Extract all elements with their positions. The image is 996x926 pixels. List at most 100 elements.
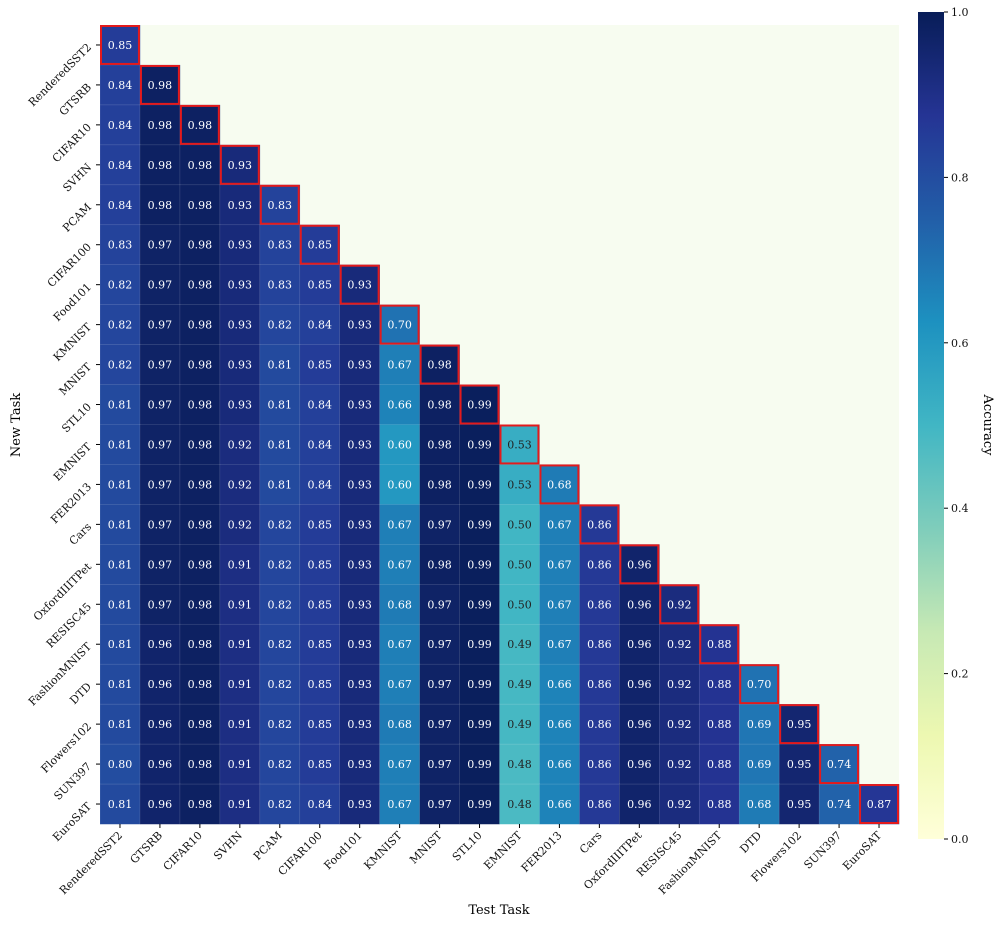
heatmap-cell [698,623,740,665]
heatmap-cell [299,703,341,745]
heatmap-cell [619,623,660,665]
cell-value-label: 0.86 [587,558,612,571]
cell-value-label: 0.85 [307,678,332,691]
cell-value-label: 0.81 [268,359,293,372]
cell-value-label: 0.81 [268,438,293,451]
cell-value-label: 0.83 [108,239,133,252]
cell-value-label: 0.99 [467,798,492,811]
cell-value-label: 0.98 [427,359,452,372]
cell-value-label: 0.97 [427,718,452,731]
cell-value-label: 0.99 [467,478,492,491]
cell-value-label: 0.69 [747,758,772,771]
cell-value-label: 0.99 [467,758,492,771]
heatmap-cell [299,504,341,545]
cell-value-label: 0.93 [228,399,253,412]
heatmap-cell [698,703,740,745]
cell-value-label: 0.69 [747,718,772,731]
heatmap-cell [658,623,700,665]
heatmap-cell [219,184,261,226]
cell-value-label: 0.97 [148,558,173,571]
heatmap-cell [379,504,421,545]
cell-value-label: 0.81 [108,399,133,412]
cell-value-label: 0.68 [747,798,772,811]
heatmap-cell [419,583,461,625]
x-tick-label: Food101 [321,829,364,872]
heatmap-cell [658,703,700,745]
cell-value-label: 0.84 [307,399,332,412]
cell-value-label: 0.96 [627,598,652,611]
heatmap-cell [259,224,301,266]
cell-value-label: 0.98 [188,758,213,771]
cell-value-label: 0.98 [427,399,452,412]
cell-value-label: 0.93 [347,638,372,651]
heatmap-cell [259,663,301,705]
heatmap-cell [579,544,620,585]
y-tick-label: SUN397 [51,760,94,803]
cell-value-label: 0.84 [307,478,332,491]
heatmap-cell [459,424,501,466]
diagonal-highlight-box [179,104,220,145]
cell-value-label: 0.98 [148,79,173,92]
cell-value-label: 0.93 [228,199,253,212]
cell-value-label: 0.86 [587,638,612,651]
heatmap-cell [139,783,181,825]
cell-value-label: 0.97 [427,798,452,811]
cell-value-label: 0.93 [228,159,253,172]
cell-value-label: 0.91 [228,678,253,691]
cell-value-label: 0.92 [667,758,692,771]
heatmap-cell [339,304,381,346]
cell-value-label: 0.49 [507,718,532,731]
cell-value-label: 0.95 [787,718,812,731]
heatmap-cell [738,743,780,785]
colorbar-tick-label: 0.0 [951,833,969,846]
heatmap-cell [419,344,461,386]
heatmap-cell [139,583,181,625]
heatmap-cell [579,623,620,665]
heatmap-cell [259,304,301,346]
heatmap-cell [179,464,221,506]
heatmap-cell [99,224,141,266]
x-tick-label: FER2013 [519,829,565,875]
colorbar-title: Accuracy [980,394,995,457]
diagonal-highlight-box [619,544,660,585]
cell-value-label: 0.85 [307,239,332,252]
cell-value-label: 0.68 [387,598,412,611]
cell-value-label: 0.84 [307,319,332,332]
heatmap-cell [179,703,221,745]
cell-value-label: 0.96 [627,558,652,571]
cell-value-label: 0.93 [347,758,372,771]
heatmap-cell [99,623,141,665]
heatmap-cell [499,743,541,785]
heatmap-cell [459,783,501,825]
cell-value-label: 0.87 [867,798,892,811]
heatmap-cell [379,544,421,585]
cell-value-label: 0.83 [268,199,293,212]
cell-value-label: 0.81 [108,798,133,811]
heatmap-cell [259,623,301,665]
cell-value-label: 0.95 [787,798,812,811]
heatmap-cell [419,424,461,466]
cell-value-label: 0.60 [387,438,412,451]
heatmap-cell [299,224,341,266]
cell-value-label: 0.86 [587,758,612,771]
cell-value-label: 0.81 [108,518,133,531]
cell-value-label: 0.82 [268,638,293,651]
heatmap-cell [139,384,181,426]
heatmap-cells: 0.85 0.84 0.98 0.84 0.98 0.98 0.84 0.98 0.98 0.93… [99,24,900,825]
heatmap-cell [379,464,421,506]
colorbar-tick-label: 0.8 [951,171,969,184]
cell-value-label: 0.93 [347,798,372,811]
cell-value-label: 0.91 [228,598,253,611]
heatmap-cell [539,544,581,585]
cell-value-label: 0.50 [507,518,532,531]
cell-value-label: 0.93 [347,678,372,691]
heatmap-cell [459,703,501,745]
heatmap-cell [379,583,421,625]
heatmap-cell [139,304,181,346]
heatmap-cell [179,144,221,186]
heatmap-cell [219,264,261,306]
cell-value-label: 0.93 [347,478,372,491]
cell-value-label: 0.88 [707,678,732,691]
cell-value-label: 0.49 [507,678,532,691]
